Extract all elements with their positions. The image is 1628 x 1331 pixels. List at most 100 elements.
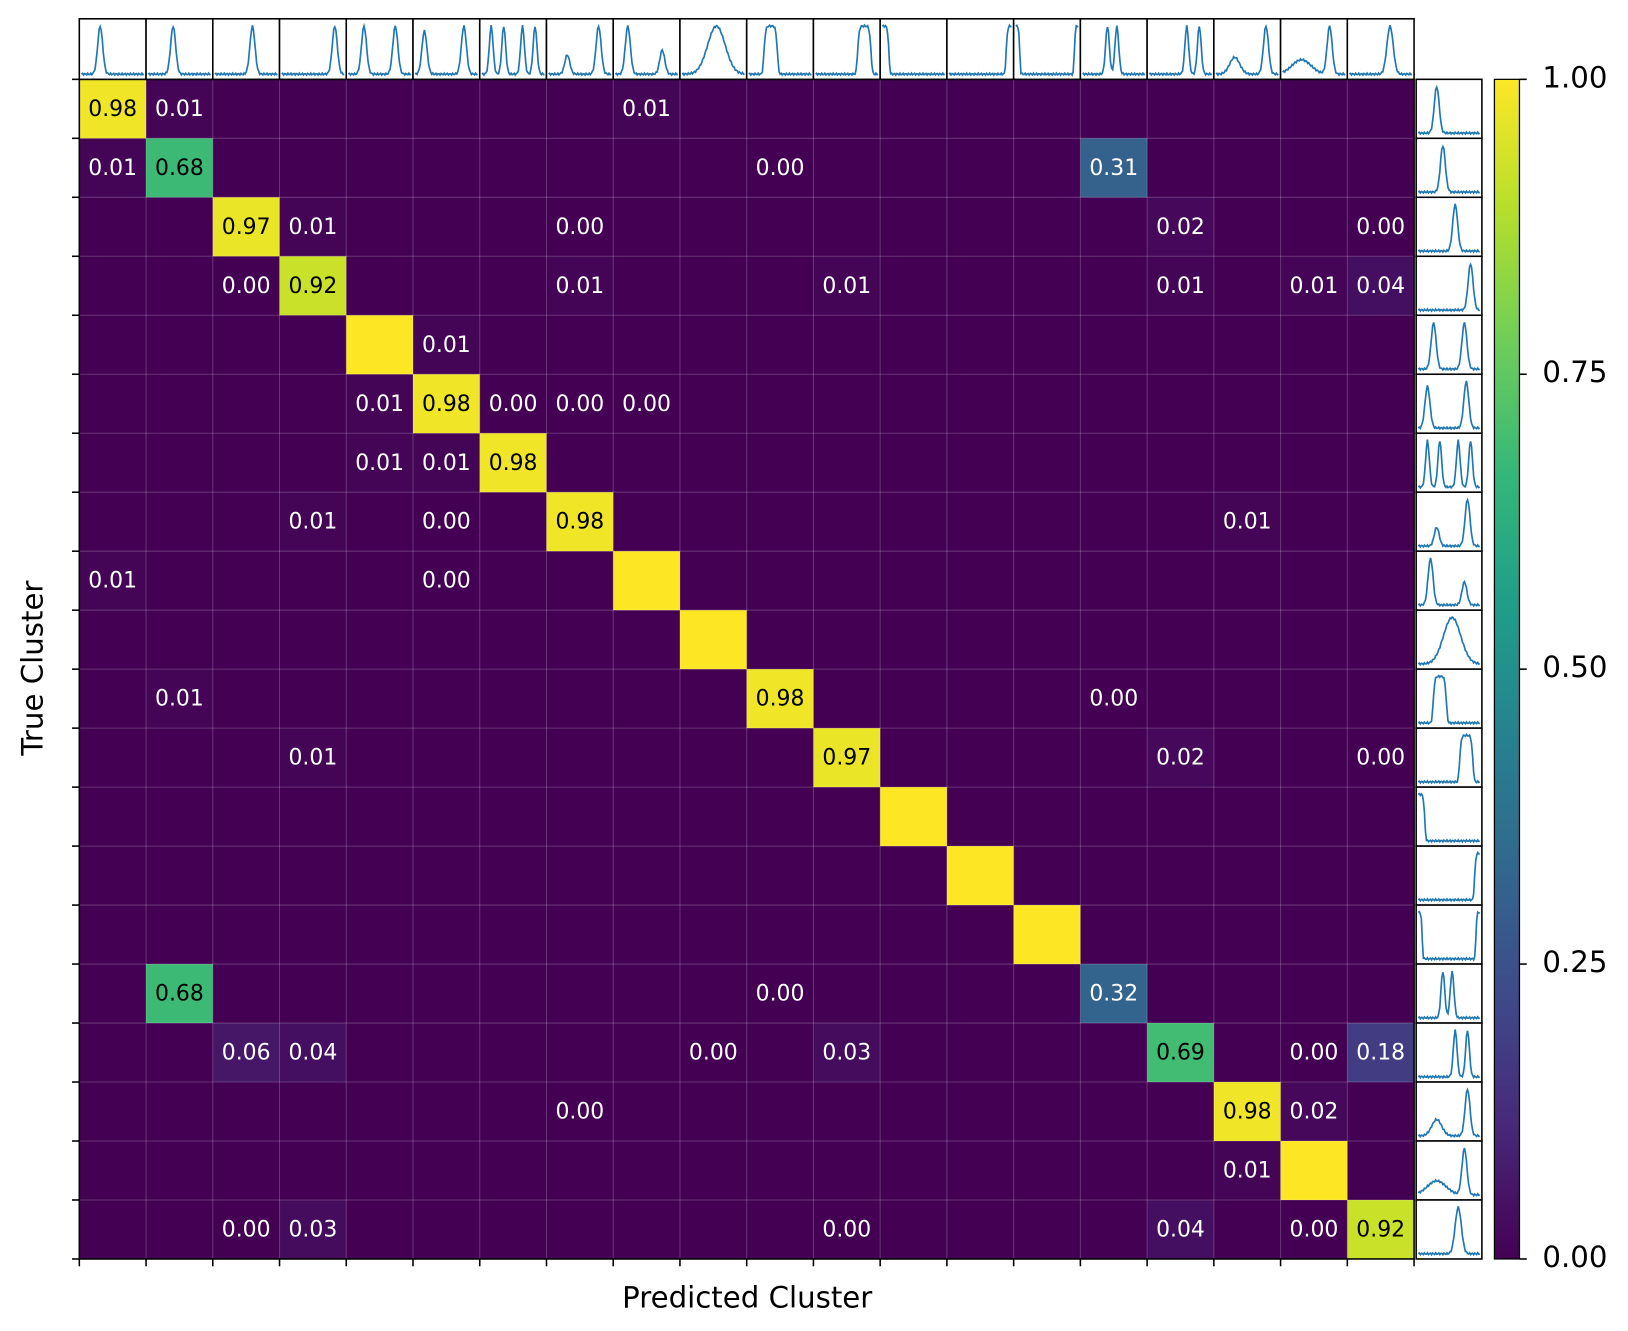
profile-line (614, 25, 679, 77)
cell (479, 1082, 547, 1142)
cell (1280, 433, 1348, 493)
cell (79, 551, 147, 611)
cell (346, 256, 414, 316)
cell (479, 433, 547, 493)
cell (1013, 256, 1081, 316)
profile-line (1417, 262, 1480, 313)
cell (279, 610, 347, 670)
profile-frame (1279, 18, 1349, 81)
cell (946, 492, 1015, 552)
cell-label: 0.01 (155, 97, 204, 122)
profile-frame (1415, 904, 1483, 965)
cell (346, 492, 414, 552)
cell (1080, 728, 1148, 788)
cell (79, 433, 147, 493)
profile-line (414, 25, 478, 77)
profile-line (1417, 970, 1481, 1021)
cell (146, 1082, 214, 1142)
cell (346, 79, 414, 139)
cell (413, 905, 481, 965)
cell (746, 1082, 814, 1142)
cell (546, 256, 614, 316)
cell-label: 0.00 (555, 392, 604, 417)
profile-frame (1346, 18, 1415, 81)
cell (1013, 1082, 1081, 1142)
cell (813, 787, 881, 847)
cell (880, 256, 948, 316)
cell (679, 669, 748, 729)
cell (79, 610, 147, 670)
cell (1080, 669, 1148, 729)
cell (413, 551, 481, 611)
cell (479, 1141, 547, 1201)
cell-label: 0.92 (289, 274, 338, 299)
cell (212, 315, 281, 375)
cell (1013, 669, 1081, 729)
cell (479, 1023, 547, 1083)
cell (746, 492, 814, 552)
profile-line (481, 25, 545, 77)
cell (212, 728, 281, 788)
cell (1347, 964, 1415, 1024)
profile-frame (1415, 491, 1483, 552)
cell (212, 964, 281, 1024)
profile-frame (1415, 314, 1483, 376)
cell (1147, 138, 1215, 198)
cell (479, 905, 547, 965)
cell (679, 197, 748, 257)
cell (1280, 1023, 1348, 1083)
cell (146, 79, 214, 139)
cell (613, 315, 681, 375)
cell (880, 905, 948, 965)
cell (546, 374, 614, 434)
cell (479, 315, 547, 375)
cell (1213, 787, 1282, 847)
cell (1147, 1199, 1215, 1260)
cell (1280, 964, 1348, 1024)
cell (212, 610, 281, 670)
profile-frame (946, 18, 1015, 81)
cell (679, 1141, 748, 1201)
profile-frame (1415, 786, 1483, 847)
cell (746, 374, 814, 434)
profile-line (1417, 1029, 1481, 1080)
cell (1080, 79, 1148, 139)
cell (613, 787, 681, 847)
cell (1347, 256, 1415, 316)
cell (880, 846, 948, 906)
cell (1213, 1023, 1282, 1083)
cell (1347, 374, 1415, 434)
cell (813, 964, 881, 1024)
profile-line (1417, 850, 1481, 903)
cell (1280, 610, 1348, 670)
cell (1147, 315, 1215, 375)
cell (1147, 787, 1215, 847)
cell (1013, 197, 1081, 257)
cell (79, 669, 147, 729)
cell (1213, 79, 1282, 139)
profile-frame (278, 18, 348, 81)
cell (1347, 610, 1415, 670)
profile-frame (1012, 18, 1082, 81)
cell (1080, 551, 1148, 611)
y-axis-label: True Cluster (15, 580, 49, 757)
cell (146, 492, 214, 552)
cell (1080, 138, 1148, 198)
cell-label: 0.01 (289, 215, 338, 240)
profile-frame (1415, 550, 1483, 611)
cell (813, 433, 881, 493)
cell (946, 669, 1015, 729)
cell (1213, 492, 1282, 552)
cell (613, 610, 681, 670)
cell-label: 0.01 (289, 746, 338, 771)
cell (346, 846, 414, 906)
cell (1347, 197, 1415, 257)
cell (1013, 374, 1081, 434)
cell (746, 315, 814, 375)
profile-frame (1079, 18, 1148, 81)
cell (880, 492, 948, 552)
cell (813, 492, 881, 552)
cell (1347, 1199, 1415, 1260)
profile-frame (1415, 1140, 1483, 1201)
cell (479, 256, 547, 316)
